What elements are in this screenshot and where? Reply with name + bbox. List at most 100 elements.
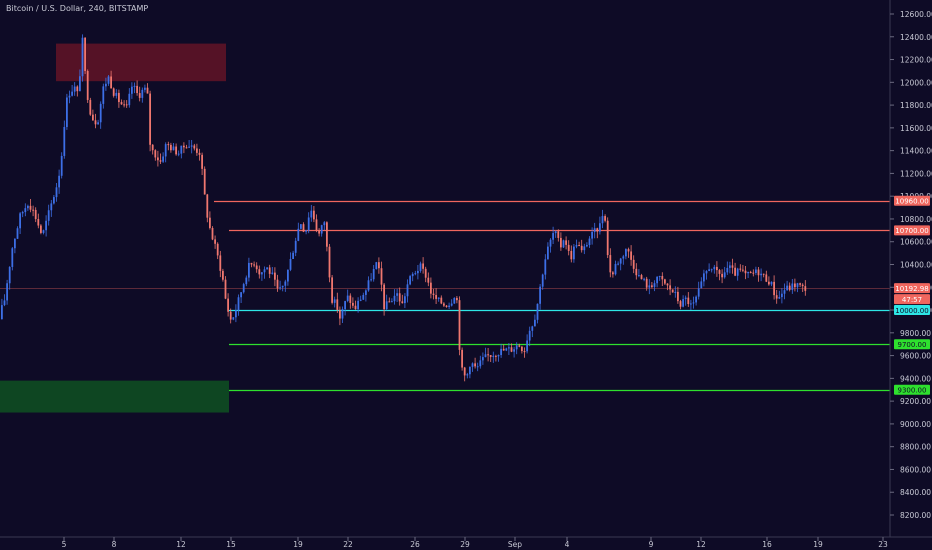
candle-body (557, 231, 560, 238)
candle-body (643, 278, 645, 280)
candle-body (105, 83, 107, 87)
candle-body (27, 205, 29, 209)
candle-body (703, 273, 705, 282)
candle-body (349, 295, 352, 303)
candle-body (81, 37, 84, 77)
candle-body (398, 293, 401, 302)
time-tick-label: 22 (343, 540, 353, 549)
candle-body (284, 281, 287, 286)
candle-body (209, 217, 211, 228)
candle-body (669, 285, 671, 290)
candle-body (326, 222, 328, 247)
candle-body (253, 264, 255, 266)
candle-body (679, 301, 682, 307)
candle-body (521, 346, 523, 352)
candle-body (237, 297, 240, 311)
level-tag-10960.00[interactable]: 10960.00 (894, 195, 930, 206)
candle-body (138, 93, 141, 98)
price-tick-label: 11200.00 (900, 169, 932, 178)
price-tick-label: 12600.00 (900, 10, 932, 19)
candle-body (190, 145, 193, 147)
candle-body (55, 187, 58, 198)
candle-body (487, 354, 489, 356)
candle-body (34, 209, 37, 220)
candle-body (333, 299, 336, 303)
candle-body (482, 357, 484, 361)
candle-body (531, 326, 534, 331)
candle-body (640, 275, 643, 280)
level-tag-10700.00-bg (894, 225, 930, 236)
candle-body (684, 297, 687, 300)
candle-body (619, 258, 622, 264)
time-tick-label: 15 (226, 540, 236, 549)
price-tick-label: 8800.00 (900, 443, 931, 452)
last-price-tag[interactable]: 10192.98 (894, 283, 930, 294)
time-tick-label: 23 (878, 540, 888, 549)
candle-body (276, 279, 279, 289)
candle-body (372, 269, 375, 280)
candle-body (60, 155, 63, 176)
supply-zone[interactable] (56, 43, 226, 82)
countdown-tag[interactable]: 47:57 (894, 294, 930, 305)
candle-body (201, 154, 203, 169)
candle-body (235, 310, 237, 318)
candle-body (651, 285, 653, 287)
candle-body (177, 153, 180, 155)
candle-body (510, 347, 513, 352)
candle-body (580, 245, 583, 251)
candle-body (565, 240, 567, 245)
candle-body (365, 290, 367, 295)
candle-body (612, 272, 614, 275)
candle-body (476, 366, 479, 368)
candle-body (794, 283, 796, 288)
candle-body (131, 86, 133, 94)
candle-body (40, 225, 42, 233)
level-tag-9300.00[interactable]: 9300.00 (894, 384, 930, 395)
level-tag-10960.00-text: 10960.00 (895, 198, 928, 206)
candle-body (3, 300, 6, 306)
candle-body (469, 366, 471, 375)
candle-body (79, 76, 81, 92)
candle-body (721, 273, 723, 278)
level-tag-10000.00[interactable]: 10000.00 (894, 305, 930, 316)
candle-body (443, 303, 445, 306)
candle-body (73, 86, 76, 92)
candle-body (768, 281, 770, 285)
candle-body (586, 244, 588, 247)
candle-body (617, 263, 619, 265)
price-labels-layer: 10960.00 10700.00 10000.00 9700.00 9300.00 10… (894, 195, 930, 395)
candle-body (24, 208, 27, 213)
candle-body (760, 273, 762, 276)
candle-body (388, 301, 391, 303)
candle-body (279, 287, 281, 289)
candle-body (339, 309, 341, 319)
candle-body (726, 267, 729, 273)
candle-body (552, 233, 554, 240)
level-tag-9700.00[interactable]: 9700.00 (894, 339, 930, 350)
candle-body (341, 309, 344, 319)
level-tag-10700.00[interactable]: 10700.00 (894, 225, 930, 236)
candle-body (463, 367, 466, 376)
candle-body (430, 282, 432, 294)
countdown-tag-bg (894, 294, 930, 305)
candle-body (53, 197, 55, 204)
candle-body (625, 249, 627, 257)
demand-zone[interactable] (0, 380, 229, 413)
candle-body (744, 270, 747, 274)
candle-body (770, 281, 773, 285)
candle-body (729, 265, 731, 268)
candle-body (383, 284, 385, 310)
candle-body (99, 103, 102, 123)
zones-layer (0, 43, 229, 413)
candle-body (734, 267, 736, 276)
time-axis[interactable]: 5 8 12 15 19 22 26 29 Sep 4 9 12 16 19 23 (62, 537, 888, 549)
candle-body (305, 230, 307, 232)
candle-body (575, 245, 578, 247)
time-tick-label: 19 (813, 540, 823, 549)
candle-body (302, 224, 305, 232)
candle-body (196, 148, 198, 153)
chart-title: Bitcoin / U.S. Dollar, 240, BITSTAMP (6, 4, 148, 13)
candle-body (393, 295, 396, 302)
